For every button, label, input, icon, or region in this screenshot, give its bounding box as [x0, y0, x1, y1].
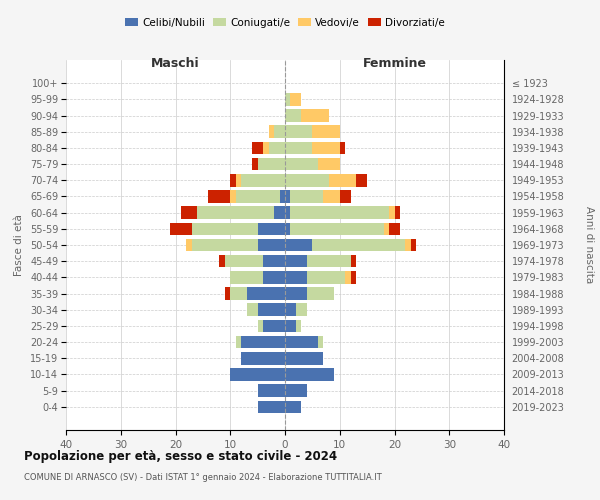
Bar: [285, 238, 313, 252]
Bar: [252, 158, 257, 170]
Bar: [285, 368, 334, 381]
Bar: [241, 336, 285, 348]
Bar: [329, 174, 356, 186]
Bar: [257, 400, 285, 413]
Bar: [290, 190, 323, 203]
Bar: [230, 271, 263, 283]
Bar: [280, 190, 285, 203]
Bar: [181, 206, 197, 219]
Bar: [263, 320, 285, 332]
Bar: [307, 271, 345, 283]
Bar: [285, 126, 313, 138]
Bar: [389, 222, 400, 235]
Bar: [290, 222, 383, 235]
Bar: [285, 255, 307, 268]
Bar: [192, 222, 257, 235]
Bar: [285, 142, 313, 154]
Bar: [290, 93, 301, 106]
Bar: [285, 287, 307, 300]
Bar: [285, 109, 301, 122]
Bar: [257, 222, 285, 235]
Bar: [236, 190, 280, 203]
Bar: [340, 190, 350, 203]
Bar: [296, 304, 307, 316]
Bar: [263, 255, 285, 268]
Bar: [406, 238, 411, 252]
Bar: [285, 190, 290, 203]
Bar: [263, 271, 285, 283]
Y-axis label: Anni di nascita: Anni di nascita: [584, 206, 594, 284]
Bar: [236, 174, 241, 186]
Bar: [230, 368, 285, 381]
Bar: [313, 238, 406, 252]
Bar: [307, 255, 350, 268]
Bar: [225, 255, 263, 268]
Bar: [285, 174, 329, 186]
Bar: [356, 174, 367, 186]
Bar: [350, 271, 356, 283]
Bar: [225, 287, 230, 300]
Bar: [301, 109, 329, 122]
Bar: [269, 142, 285, 154]
Bar: [197, 206, 274, 219]
Bar: [269, 126, 274, 138]
Bar: [285, 206, 290, 219]
Bar: [323, 190, 340, 203]
Bar: [318, 336, 323, 348]
Bar: [296, 320, 301, 332]
Bar: [285, 93, 290, 106]
Bar: [285, 384, 307, 397]
Bar: [389, 206, 395, 219]
Bar: [247, 304, 257, 316]
Bar: [230, 174, 236, 186]
Text: COMUNE DI ARNASCO (SV) - Dati ISTAT 1° gennaio 2024 - Elaborazione TUTTITALIA.IT: COMUNE DI ARNASCO (SV) - Dati ISTAT 1° g…: [24, 472, 382, 482]
Bar: [241, 174, 285, 186]
Bar: [247, 287, 285, 300]
Text: Maschi: Maschi: [151, 57, 200, 70]
Bar: [236, 336, 241, 348]
Bar: [350, 255, 356, 268]
Bar: [290, 206, 389, 219]
Bar: [252, 142, 263, 154]
Bar: [285, 400, 301, 413]
Bar: [313, 142, 340, 154]
Bar: [230, 190, 236, 203]
Legend: Celibi/Nubili, Coniugati/e, Vedovi/e, Divorziati/e: Celibi/Nubili, Coniugati/e, Vedovi/e, Di…: [121, 14, 449, 32]
Bar: [285, 271, 307, 283]
Bar: [340, 142, 345, 154]
Bar: [285, 158, 318, 170]
Text: Popolazione per età, sesso e stato civile - 2024: Popolazione per età, sesso e stato civil…: [24, 450, 337, 463]
Bar: [285, 320, 296, 332]
Bar: [274, 126, 285, 138]
Bar: [187, 238, 192, 252]
Bar: [257, 238, 285, 252]
Bar: [230, 287, 247, 300]
Bar: [257, 158, 285, 170]
Bar: [241, 352, 285, 364]
Bar: [285, 336, 318, 348]
Bar: [395, 206, 400, 219]
Bar: [307, 287, 334, 300]
Bar: [257, 320, 263, 332]
Text: Femmine: Femmine: [362, 57, 427, 70]
Bar: [220, 255, 225, 268]
Bar: [285, 352, 323, 364]
Bar: [313, 126, 340, 138]
Bar: [192, 238, 257, 252]
Bar: [208, 190, 230, 203]
Bar: [170, 222, 192, 235]
Y-axis label: Fasce di età: Fasce di età: [14, 214, 25, 276]
Bar: [345, 271, 351, 283]
Bar: [257, 304, 285, 316]
Bar: [411, 238, 416, 252]
Bar: [285, 222, 290, 235]
Bar: [274, 206, 285, 219]
Bar: [383, 222, 389, 235]
Bar: [318, 158, 340, 170]
Bar: [257, 384, 285, 397]
Bar: [285, 304, 296, 316]
Bar: [263, 142, 269, 154]
